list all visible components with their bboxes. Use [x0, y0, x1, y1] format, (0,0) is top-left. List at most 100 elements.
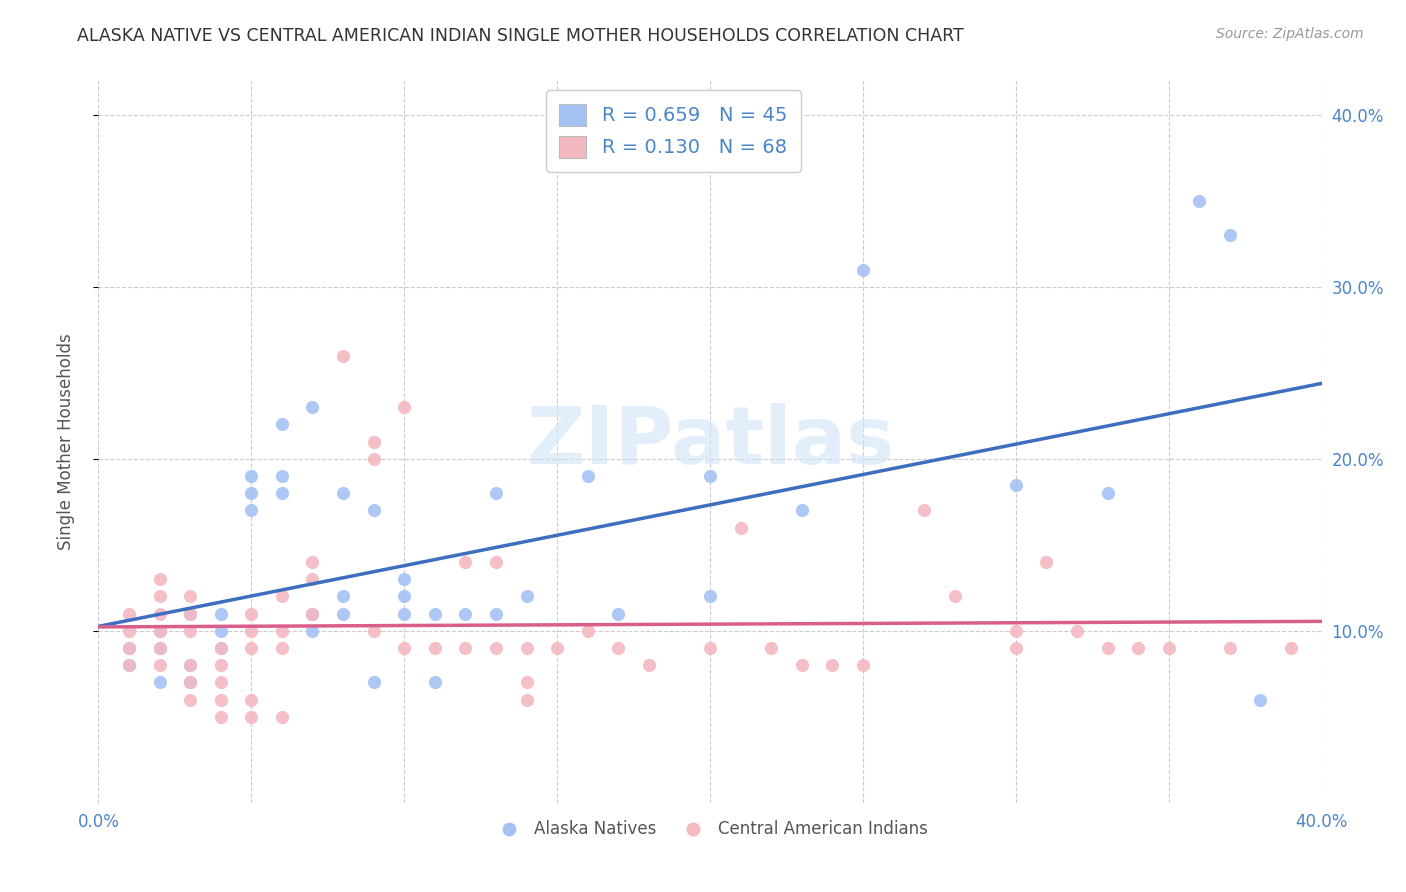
Point [332, 590, 354, 604]
Point [301, 624, 323, 638]
Point [270, 469, 292, 483]
Point [209, 640, 232, 655]
Point [607, 640, 630, 655]
Point [1004, 624, 1026, 638]
Point [699, 469, 721, 483]
Point [118, 624, 141, 638]
Point [363, 624, 385, 638]
Point [912, 503, 935, 517]
Point [790, 503, 813, 517]
Point [149, 607, 172, 621]
Point [759, 640, 782, 655]
Point [240, 607, 263, 621]
Point [485, 607, 508, 621]
Point [240, 503, 263, 517]
Point [699, 640, 721, 655]
Point [209, 640, 232, 655]
Point [1279, 640, 1302, 655]
Text: ALASKA NATIVE VS CENTRAL AMERICAN INDIAN SINGLE MOTHER HOUSEHOLDS CORRELATION CH: ALASKA NATIVE VS CENTRAL AMERICAN INDIAN… [77, 27, 965, 45]
Point [1004, 640, 1026, 655]
Point [209, 624, 232, 638]
Point [392, 400, 416, 414]
Point [240, 692, 263, 706]
Point [454, 640, 477, 655]
Point [576, 469, 599, 483]
Point [1157, 640, 1180, 655]
Point [1097, 486, 1119, 500]
Point [730, 520, 752, 534]
Point [423, 675, 446, 690]
Point [423, 640, 446, 655]
Point [209, 692, 232, 706]
Point [270, 710, 292, 724]
Point [179, 658, 201, 673]
Point [118, 658, 141, 673]
Point [179, 624, 201, 638]
Point [821, 658, 844, 673]
Point [1004, 477, 1026, 491]
Point [240, 710, 263, 724]
Point [516, 590, 538, 604]
Point [363, 503, 385, 517]
Legend: Alaska Natives, Central American Indians: Alaska Natives, Central American Indians [485, 814, 935, 845]
Text: Source: ZipAtlas.com: Source: ZipAtlas.com [1216, 27, 1364, 41]
Point [423, 607, 446, 621]
Point [392, 640, 416, 655]
Point [149, 624, 172, 638]
Point [516, 692, 538, 706]
Point [332, 349, 354, 363]
Point [301, 555, 323, 569]
Point [179, 658, 201, 673]
Point [209, 675, 232, 690]
Point [454, 607, 477, 621]
Point [240, 469, 263, 483]
Point [270, 486, 292, 500]
Point [240, 624, 263, 638]
Point [118, 658, 141, 673]
Point [118, 640, 141, 655]
Point [392, 572, 416, 586]
Point [363, 434, 385, 449]
Point [301, 400, 323, 414]
Point [270, 640, 292, 655]
Point [179, 590, 201, 604]
Point [149, 675, 172, 690]
Point [149, 658, 172, 673]
Point [485, 555, 508, 569]
Point [179, 675, 201, 690]
Text: ZIPatlas: ZIPatlas [526, 402, 894, 481]
Point [149, 640, 172, 655]
Point [149, 572, 172, 586]
Point [118, 607, 141, 621]
Point [209, 710, 232, 724]
Point [149, 590, 172, 604]
Point [179, 607, 201, 621]
Point [301, 607, 323, 621]
Point [301, 607, 323, 621]
Point [1219, 228, 1241, 243]
Point [1188, 194, 1211, 208]
Y-axis label: Single Mother Households: Single Mother Households [56, 334, 75, 549]
Point [149, 640, 172, 655]
Point [270, 624, 292, 638]
Point [179, 675, 201, 690]
Point [485, 640, 508, 655]
Point [392, 590, 416, 604]
Point [1066, 624, 1088, 638]
Point [607, 607, 630, 621]
Point [179, 692, 201, 706]
Point [332, 486, 354, 500]
Point [454, 555, 477, 569]
Point [1035, 555, 1057, 569]
Point [270, 417, 292, 432]
Point [1128, 640, 1150, 655]
Point [1097, 640, 1119, 655]
Point [179, 607, 201, 621]
Point [485, 486, 508, 500]
Point [1219, 640, 1241, 655]
Point [852, 658, 875, 673]
Point [1249, 692, 1271, 706]
Point [637, 658, 661, 673]
Point [301, 572, 323, 586]
Point [516, 640, 538, 655]
